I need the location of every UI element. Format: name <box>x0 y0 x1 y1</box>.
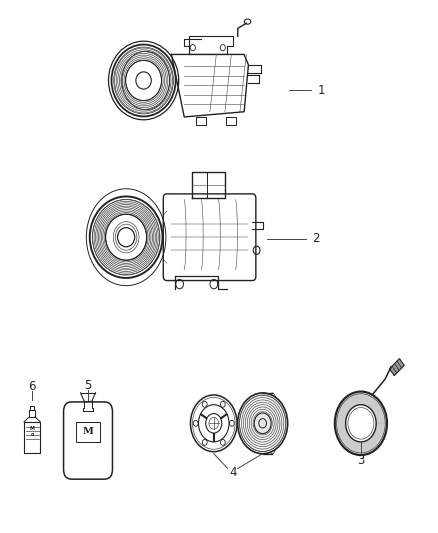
Text: 4: 4 <box>230 466 237 479</box>
Text: M: M <box>83 427 93 436</box>
Text: 1: 1 <box>318 84 325 96</box>
Text: 5: 5 <box>85 378 92 392</box>
Circle shape <box>346 405 376 442</box>
Text: 6: 6 <box>28 380 36 393</box>
Text: 2: 2 <box>312 232 320 245</box>
Circle shape <box>254 413 271 434</box>
Polygon shape <box>335 392 387 455</box>
Text: 3: 3 <box>357 454 364 467</box>
Polygon shape <box>390 359 404 375</box>
Bar <box>76 422 99 442</box>
Text: M
o: M o <box>30 426 35 437</box>
Circle shape <box>238 393 288 454</box>
